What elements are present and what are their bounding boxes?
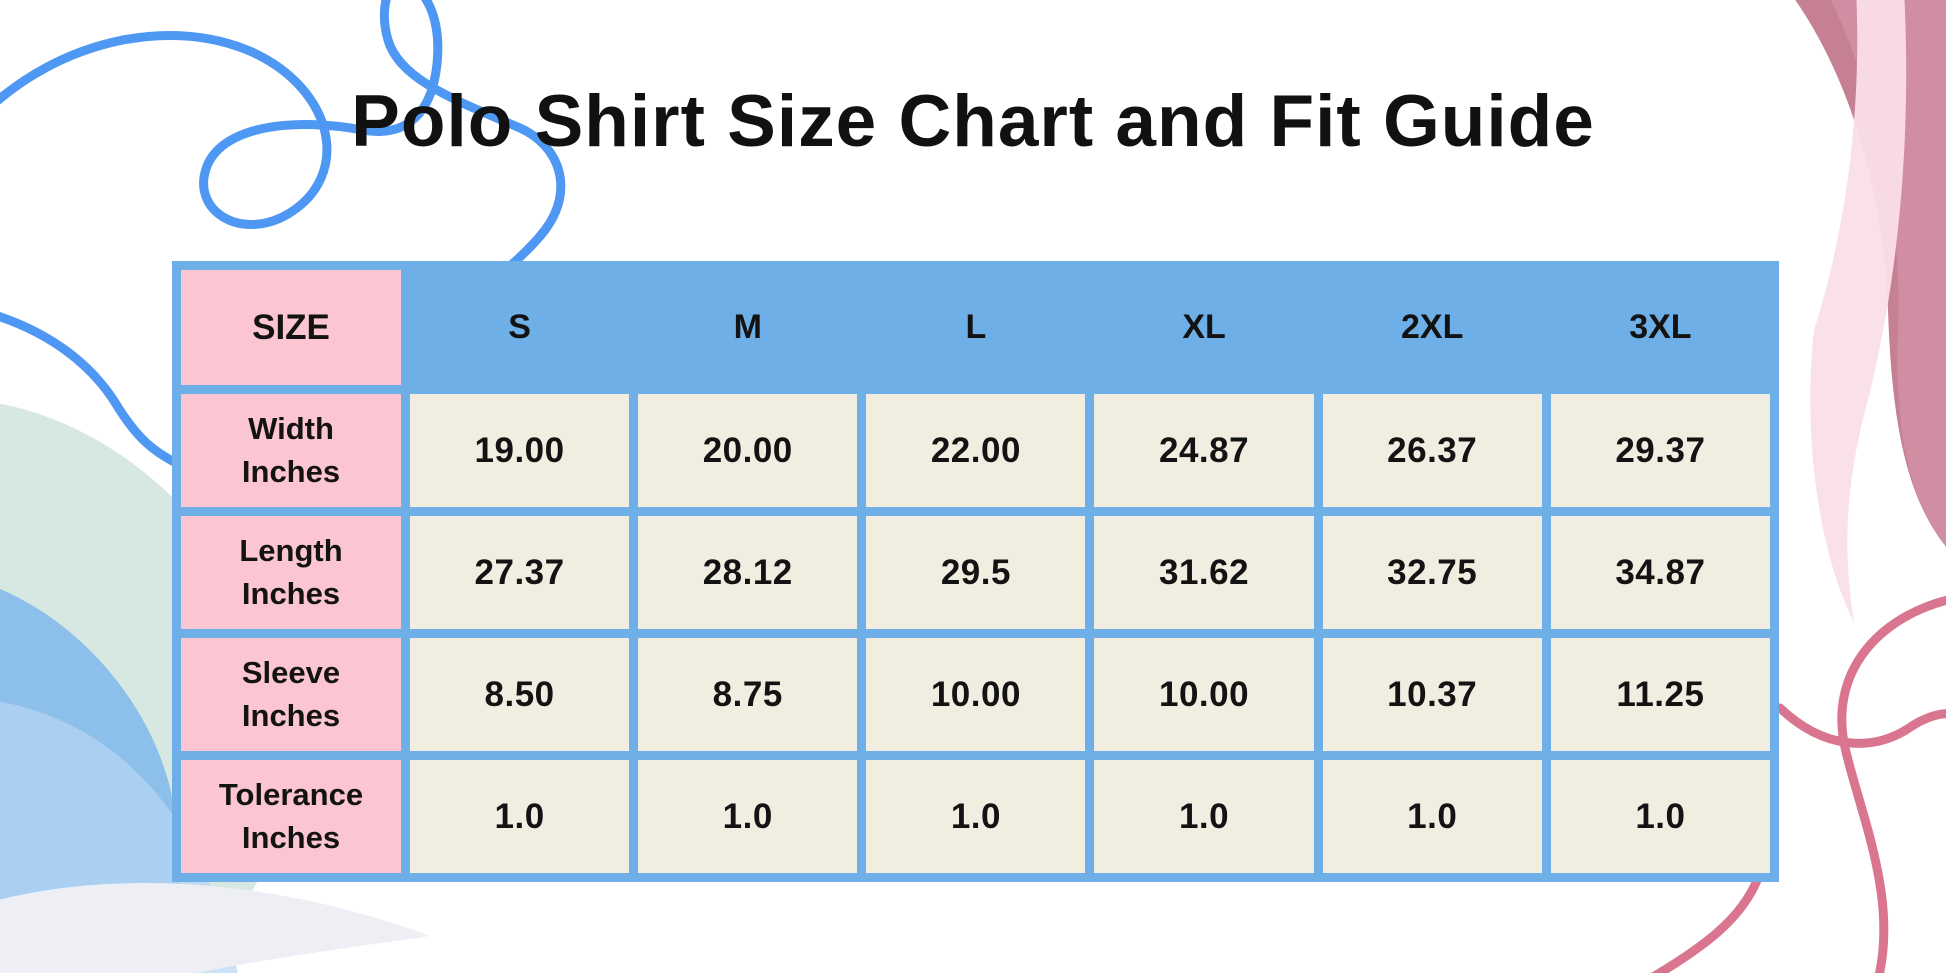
cell-length-2xl: 32.75 bbox=[1313, 507, 1551, 638]
row-header-label: Sleeve Inches bbox=[241, 654, 341, 733]
pink-squiggle-right bbox=[1775, 703, 1946, 748]
page-title: Polo Shirt Size Chart and Fit Guide bbox=[351, 81, 1595, 162]
column-header-3xl: 3XL bbox=[1541, 261, 1780, 394]
table-row-length: Length Inches 27.37 28.12 29.5 31.62 32.… bbox=[172, 507, 1780, 638]
cell-length-xl: 31.62 bbox=[1085, 507, 1323, 638]
rose-corner-blob bbox=[1830, 0, 1946, 546]
cell-width-l: 22.00 bbox=[857, 385, 1095, 516]
column-header-xl: XL bbox=[1085, 261, 1323, 394]
cell-width-3xl: 29.37 bbox=[1541, 385, 1780, 516]
row-header-sleeve: Sleeve Inches bbox=[172, 629, 410, 760]
pink-squiggle-bottom bbox=[1650, 873, 1763, 973]
cell-sleeve-xl: 10.00 bbox=[1085, 629, 1323, 760]
cell-length-s: 27.37 bbox=[400, 507, 639, 638]
corner-header-size: SIZE bbox=[172, 261, 410, 394]
left-edge-doodle-line bbox=[0, 312, 181, 468]
cell-sleeve-s: 8.50 bbox=[400, 629, 639, 760]
column-header-s: S bbox=[400, 261, 639, 394]
cell-tolerance-l: 1.0 bbox=[857, 751, 1095, 882]
cell-sleeve-m: 8.75 bbox=[629, 629, 867, 760]
cell-tolerance-xl: 1.0 bbox=[1085, 751, 1323, 882]
column-header-2xl: 2XL bbox=[1313, 261, 1551, 394]
cell-tolerance-s: 1.0 bbox=[400, 751, 639, 882]
cell-width-s: 19.00 bbox=[400, 385, 639, 516]
row-header-tolerance: Tolerance Inches bbox=[172, 751, 410, 882]
cell-tolerance-3xl: 1.0 bbox=[1541, 751, 1780, 882]
cell-sleeve-2xl: 10.37 bbox=[1313, 629, 1551, 760]
row-header-width: Width Inches bbox=[172, 385, 410, 516]
table-row-width: Width Inches 19.00 20.00 22.00 24.87 26.… bbox=[172, 385, 1780, 516]
row-header-length: Length Inches bbox=[172, 507, 410, 638]
gray-wave bbox=[0, 883, 430, 973]
size-chart-table: SIZE S M L XL 2XL 3XL Width Inches 19.00… bbox=[172, 261, 1780, 882]
cell-width-m: 20.00 bbox=[629, 385, 867, 516]
cell-length-l: 29.5 bbox=[857, 507, 1095, 638]
cell-length-m: 28.12 bbox=[629, 507, 867, 638]
cell-width-xl: 24.87 bbox=[1085, 385, 1323, 516]
cell-sleeve-3xl: 11.25 bbox=[1541, 629, 1780, 760]
row-header-label: Width Inches bbox=[241, 410, 341, 489]
column-header-m: M bbox=[629, 261, 867, 394]
cell-tolerance-2xl: 1.0 bbox=[1313, 751, 1551, 882]
cell-width-2xl: 26.37 bbox=[1313, 385, 1551, 516]
row-header-label: Tolerance Inches bbox=[218, 776, 364, 855]
column-header-l: L bbox=[857, 261, 1095, 394]
table-row-sleeve: Sleeve Inches 8.50 8.75 10.00 10.00 10.3… bbox=[172, 629, 1780, 760]
pink-squiggle-corner bbox=[1837, 595, 1946, 973]
cell-sleeve-l: 10.00 bbox=[857, 629, 1095, 760]
table-row-tolerance: Tolerance Inches 1.0 1.0 1.0 1.0 1.0 1.0 bbox=[172, 751, 1780, 882]
header-row: SIZE S M L XL 2XL 3XL bbox=[172, 261, 1780, 394]
row-header-label: Length Inches bbox=[239, 532, 343, 611]
cell-tolerance-m: 1.0 bbox=[629, 751, 867, 882]
rose-corner-blob-highlight bbox=[1810, 0, 1907, 622]
cell-length-3xl: 34.87 bbox=[1541, 507, 1780, 638]
